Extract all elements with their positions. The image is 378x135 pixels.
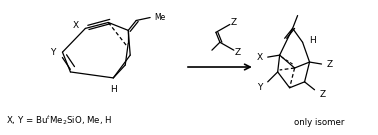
Text: Z: Z xyxy=(235,48,241,57)
Text: H: H xyxy=(309,36,316,45)
Text: Y: Y xyxy=(50,48,55,57)
Text: Z: Z xyxy=(319,90,325,99)
Text: Z: Z xyxy=(231,18,237,27)
Text: Y: Y xyxy=(257,83,262,92)
Text: only isomer: only isomer xyxy=(294,118,345,127)
Text: Me: Me xyxy=(155,13,166,22)
Text: H: H xyxy=(110,85,117,94)
Text: X: X xyxy=(257,53,263,62)
Text: X: X xyxy=(72,21,79,30)
Text: Z: Z xyxy=(327,60,333,69)
Text: X, Y = Bu$^t$Me$_2$SiO, Me, H: X, Y = Bu$^t$Me$_2$SiO, Me, H xyxy=(6,114,112,127)
